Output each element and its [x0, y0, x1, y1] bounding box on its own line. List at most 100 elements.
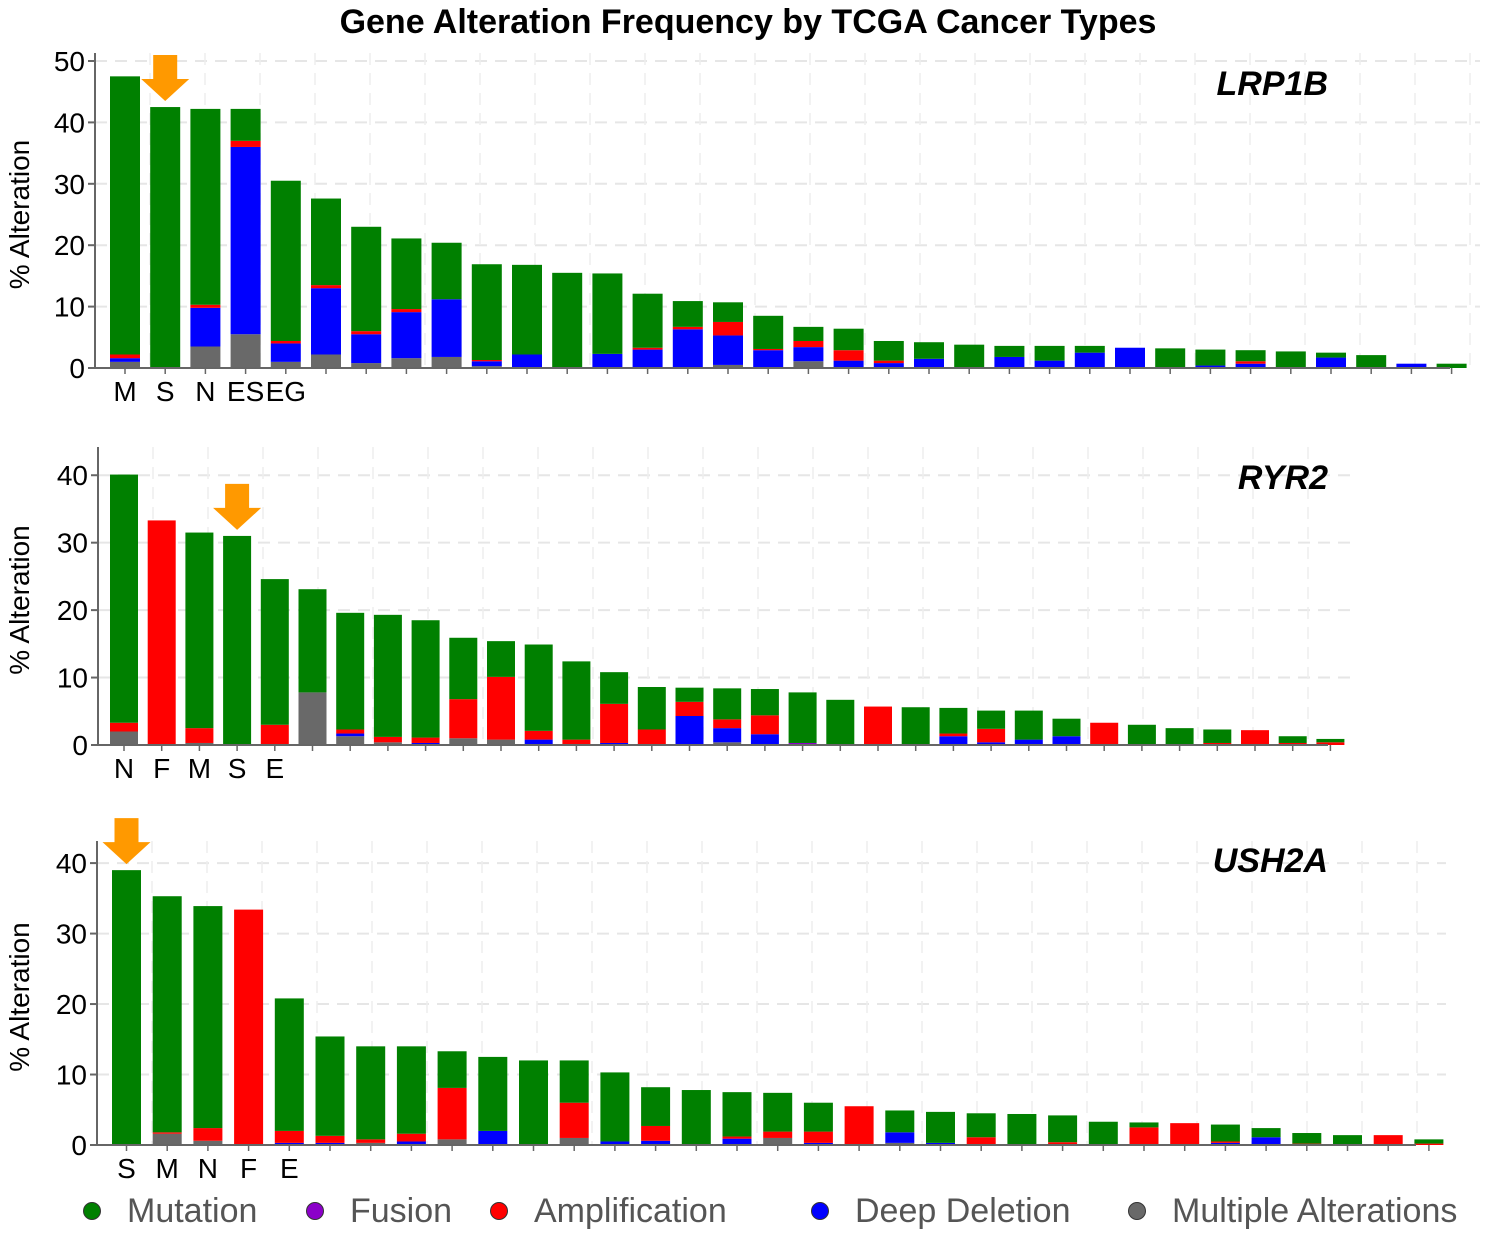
legend-item-deep-deletion: Deep Deletion — [811, 1188, 1070, 1234]
bar-segment-fusion — [788, 742, 817, 745]
y-axis-label: % Alteration — [4, 525, 35, 674]
bar-segment-mutation — [901, 707, 930, 745]
bar-segment-amplification — [391, 309, 422, 313]
bar-segment-deep-deletion — [713, 335, 743, 365]
bar-segment-mutation — [336, 612, 365, 730]
bar-segment-mutation — [260, 579, 289, 725]
bar-segment-multiple-alterations — [713, 364, 743, 368]
highlight-arrow-icon — [141, 55, 190, 102]
bar-segment-amplification — [230, 140, 261, 147]
bar-segment-mutation — [885, 1110, 915, 1133]
bar-segment-deep-deletion — [1235, 363, 1266, 368]
legend-item-multiple-alterations: Multiple Alterations — [1128, 1188, 1457, 1234]
bar-segment-mutation — [1235, 350, 1266, 362]
bar-segment-multiple-alterations — [431, 356, 462, 368]
bar-segment-mutation — [1074, 345, 1105, 353]
bar-segment-multiple-alterations — [793, 361, 824, 368]
bar-segment-mutation — [185, 532, 214, 729]
bar-segment-amplification — [1129, 1127, 1159, 1145]
bars — [110, 474, 1345, 745]
bar-segment-mutation — [954, 344, 985, 368]
chart-ryr2: 0 10 20 30 40 % Alteration N F M S E RYR2 — [4, 447, 1358, 784]
y-tick-label: 10 — [54, 292, 85, 323]
bar-segment-mutation — [396, 1046, 426, 1134]
bar-label: S — [156, 376, 175, 407]
bar-segment-amplification — [562, 739, 591, 745]
bar-label: F — [240, 1153, 257, 1184]
gridlines — [97, 841, 1446, 1145]
y-tick-label: 20 — [54, 230, 85, 261]
bar-segment-mutation — [641, 1087, 671, 1126]
bar-segment-mutation — [966, 1113, 996, 1138]
bar-segment-deep-deletion — [351, 334, 382, 364]
bar-segment-amplification — [1048, 1142, 1078, 1145]
bar-segment-deep-deletion — [110, 358, 140, 362]
bar-segment-multiple-alterations — [110, 361, 140, 368]
bar-segment-deep-deletion — [431, 299, 462, 357]
bar-segment-multiple-alterations — [356, 1142, 386, 1145]
bar-segment-amplification — [559, 1102, 589, 1138]
bar-segment-deep-deletion — [914, 358, 944, 368]
legend-item-fusion: Fusion — [306, 1188, 452, 1234]
bar-label: F — [153, 753, 170, 784]
legend: Mutation Fusion Amplification Deep Deletion… — [0, 1188, 1496, 1234]
bar-label: EG — [266, 376, 306, 407]
highlight-arrow-icon — [102, 818, 151, 865]
bar-segment-mutation — [193, 906, 223, 1129]
bar-segment-mutation — [1292, 1133, 1322, 1144]
bar-segment-amplification — [637, 729, 666, 745]
bar-segment-deep-deletion — [478, 1130, 508, 1145]
bar-segment-mutation — [437, 1051, 467, 1088]
bar-segment-deep-deletion — [1014, 739, 1043, 745]
bar-segment-mutation — [750, 689, 779, 716]
bar-segment-deep-deletion — [524, 739, 553, 745]
bar-segment-deep-deletion — [600, 1141, 630, 1145]
bar-segment-amplification — [471, 360, 502, 362]
bars — [110, 76, 1467, 369]
bar-segment-deep-deletion — [311, 288, 341, 355]
legend-dot-icon — [1128, 1202, 1146, 1220]
bar-segment-amplification — [793, 340, 824, 348]
bar-segment-amplification — [763, 1131, 793, 1138]
bar-segment-mutation — [270, 180, 301, 341]
bar-segment-multiple-alterations — [763, 1137, 793, 1145]
bar-segment-amplification — [437, 1087, 467, 1140]
bar-segment-mutation — [1088, 1121, 1118, 1145]
y-tick-label: 40 — [57, 460, 88, 491]
bar-segment-deep-deletion — [230, 146, 261, 335]
bar-segment-mutation — [449, 637, 478, 700]
y-tick-label: 40 — [56, 848, 87, 879]
bar-segment-mutation — [873, 340, 904, 361]
bar-segment-mutation — [1155, 348, 1186, 368]
y-tick-label: 30 — [57, 528, 88, 559]
bar-segment-mutation — [1034, 345, 1065, 361]
legend-dot-icon — [306, 1202, 324, 1220]
legend-label: Fusion — [350, 1192, 453, 1230]
bar-segment-deep-deletion — [926, 1142, 955, 1145]
bar-segment-mutation — [600, 672, 629, 704]
bar-segment-mutation — [524, 644, 553, 731]
bar-segment-amplification — [1414, 1143, 1444, 1145]
bar-segment-amplification — [713, 719, 742, 729]
bar-segment-amplification — [675, 701, 704, 716]
bar-segment-mutation — [478, 1056, 508, 1131]
bar-segment-mutation — [391, 238, 422, 310]
y-tick-label: 40 — [54, 107, 85, 138]
bar-segment-amplification — [449, 699, 478, 739]
bar-segment-mutation — [431, 242, 462, 300]
bar-segment-amplification — [351, 331, 382, 335]
bar-segment-amplification — [524, 730, 553, 740]
bar-segment-amplification — [600, 703, 629, 743]
bar-segment-deep-deletion — [675, 716, 704, 745]
bar-segment-deep-deletion — [1316, 357, 1346, 368]
bar-segment-amplification — [833, 350, 864, 361]
bar-segment-amplification — [641, 1125, 671, 1141]
bar-segment-mutation — [1251, 1128, 1281, 1138]
bar-segment-amplification — [411, 737, 440, 743]
bar-segment-amplification — [1373, 1135, 1403, 1145]
bar-segment-mutation — [512, 264, 542, 355]
bar-label: ES — [227, 376, 264, 407]
bar-segment-mutation — [926, 1111, 955, 1143]
bar-segment-amplification — [110, 354, 140, 359]
bar-segment-deep-deletion — [592, 353, 623, 368]
